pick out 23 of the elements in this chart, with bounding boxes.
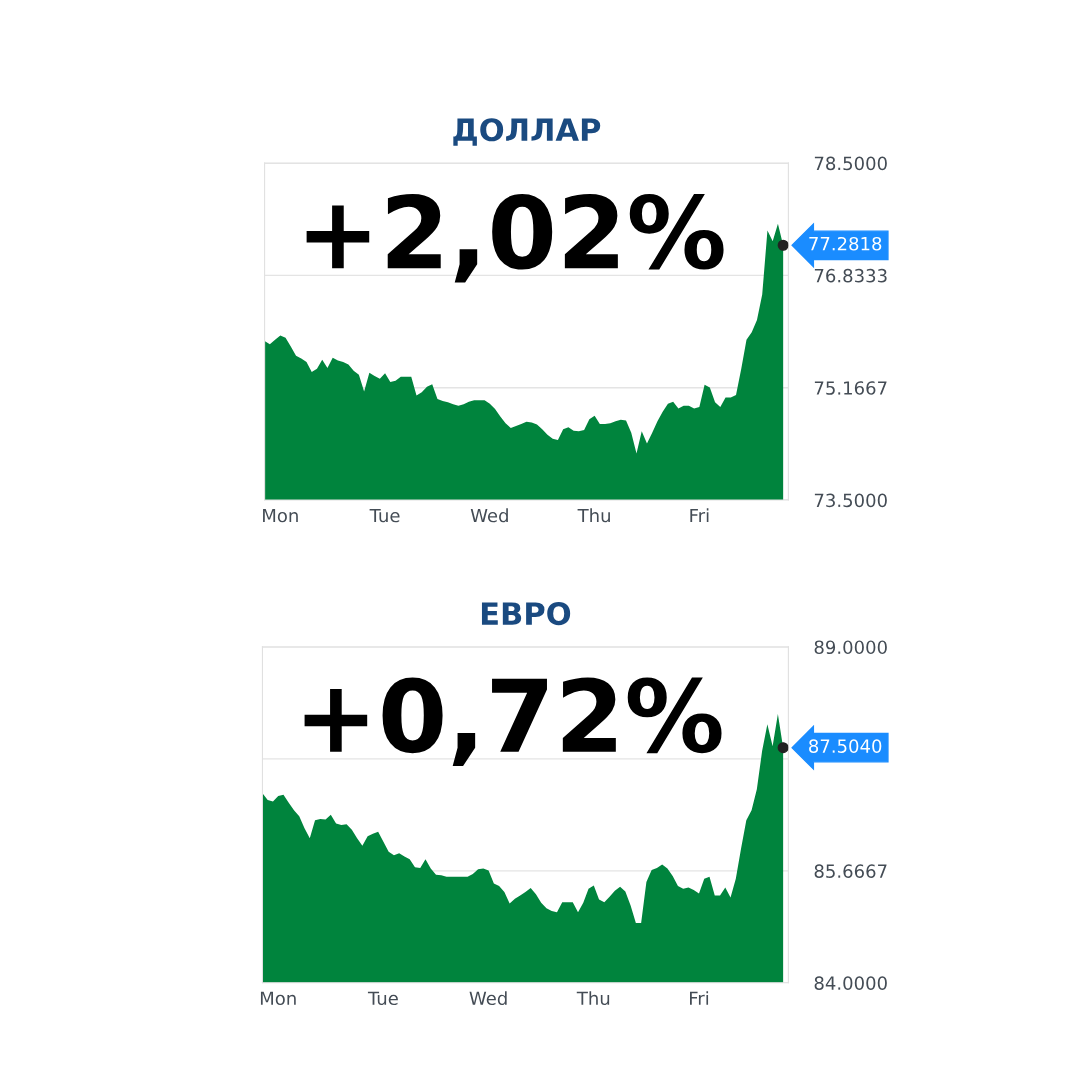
x-tick-label: Thu	[577, 508, 610, 523]
x-tick-label: Mon	[263, 508, 298, 523]
x-tick-label: Fri	[690, 508, 709, 523]
y-tick-label: 76.8333	[814, 268, 887, 283]
y-tick-label: 73.5000	[814, 493, 887, 508]
y-tick-label: 85.6667	[814, 864, 887, 878]
annotation: +0,72%	[304, 677, 722, 766]
y-tick-label: 89.0000	[814, 640, 887, 655]
annotation: +2,02%	[306, 193, 724, 283]
x-tick-label: Wed	[470, 508, 508, 523]
y-tick-label: 84.0000	[814, 976, 887, 990]
text: 87.5040	[809, 739, 882, 753]
y-tick-label: 75.1667	[814, 381, 887, 395]
y-tick-label: 78.5000	[814, 156, 887, 171]
chart-title: ДОЛЛАР	[453, 118, 601, 146]
x-tick-label: Tue	[369, 508, 400, 523]
x-tick-label: Thu	[576, 991, 610, 1006]
x-tick-label: Tue	[367, 991, 398, 1006]
x-tick-label: Wed	[469, 991, 507, 1006]
x-tick-label: Fri	[690, 991, 709, 1005]
x-tick-label: Mon	[260, 991, 296, 1006]
chart-title: ЕВРО	[481, 602, 571, 626]
text: 77.2818	[809, 236, 882, 251]
